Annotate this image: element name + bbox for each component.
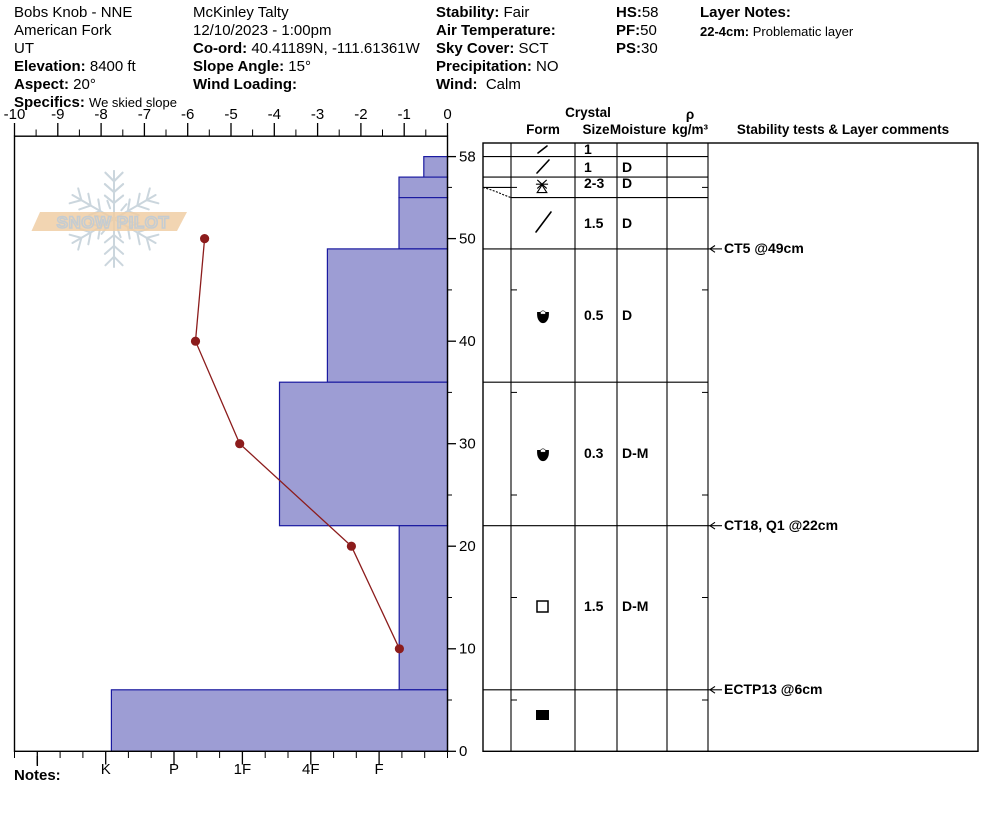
svg-text:CT5 @49cm: CT5 @49cm <box>724 240 804 256</box>
svg-text:D: D <box>622 175 632 191</box>
svg-text:D-M: D-M <box>622 445 648 461</box>
svg-text:1.5: 1.5 <box>584 215 604 231</box>
svg-text:D-M: D-M <box>622 598 648 614</box>
svg-text:Form: Form <box>526 122 560 137</box>
svg-text:Moisture: Moisture <box>610 122 667 137</box>
svg-text:kg/m³: kg/m³ <box>672 122 709 137</box>
svg-text:1: 1 <box>584 159 592 175</box>
svg-text:2-3: 2-3 <box>584 175 604 191</box>
svg-text:D: D <box>622 159 632 175</box>
svg-text:CT18, Q1 @22cm: CT18, Q1 @22cm <box>724 517 838 533</box>
svg-text:Stability tests & Layer commen: Stability tests & Layer comments <box>737 122 949 137</box>
svg-text:ρ: ρ <box>686 107 694 122</box>
svg-text:1: 1 <box>584 141 592 157</box>
svg-text:D: D <box>622 307 632 323</box>
svg-text:D: D <box>622 215 632 231</box>
svg-text:0.5: 0.5 <box>584 307 604 323</box>
svg-text:1.5: 1.5 <box>584 598 604 614</box>
svg-text:Size: Size <box>582 122 610 137</box>
svg-text:ECTP13 @6cm: ECTP13 @6cm <box>724 681 822 697</box>
svg-text:0.3: 0.3 <box>584 445 604 461</box>
svg-text:Crystal: Crystal <box>565 105 611 120</box>
